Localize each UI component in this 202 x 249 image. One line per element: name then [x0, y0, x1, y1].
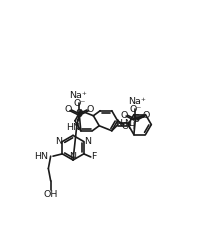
Text: O: O [142, 111, 149, 120]
Text: Na⁺: Na⁺ [127, 97, 145, 106]
Text: N: N [55, 137, 62, 146]
Text: HN: HN [66, 123, 80, 132]
Text: F: F [91, 152, 96, 161]
Text: N: N [69, 152, 76, 161]
Text: N: N [84, 137, 91, 146]
Text: O⁻: O⁻ [129, 105, 141, 114]
Text: O: O [86, 106, 93, 115]
Text: S: S [131, 114, 138, 124]
Text: N: N [123, 119, 130, 128]
Text: O: O [64, 106, 72, 115]
Text: OH: OH [43, 190, 58, 199]
Text: S: S [75, 109, 82, 119]
Text: HN: HN [34, 152, 48, 161]
Text: O⁻: O⁻ [73, 99, 85, 108]
Text: O: O [120, 111, 128, 120]
Text: N: N [115, 119, 122, 128]
Text: OH: OH [121, 122, 135, 131]
Text: Na⁺: Na⁺ [68, 91, 86, 100]
